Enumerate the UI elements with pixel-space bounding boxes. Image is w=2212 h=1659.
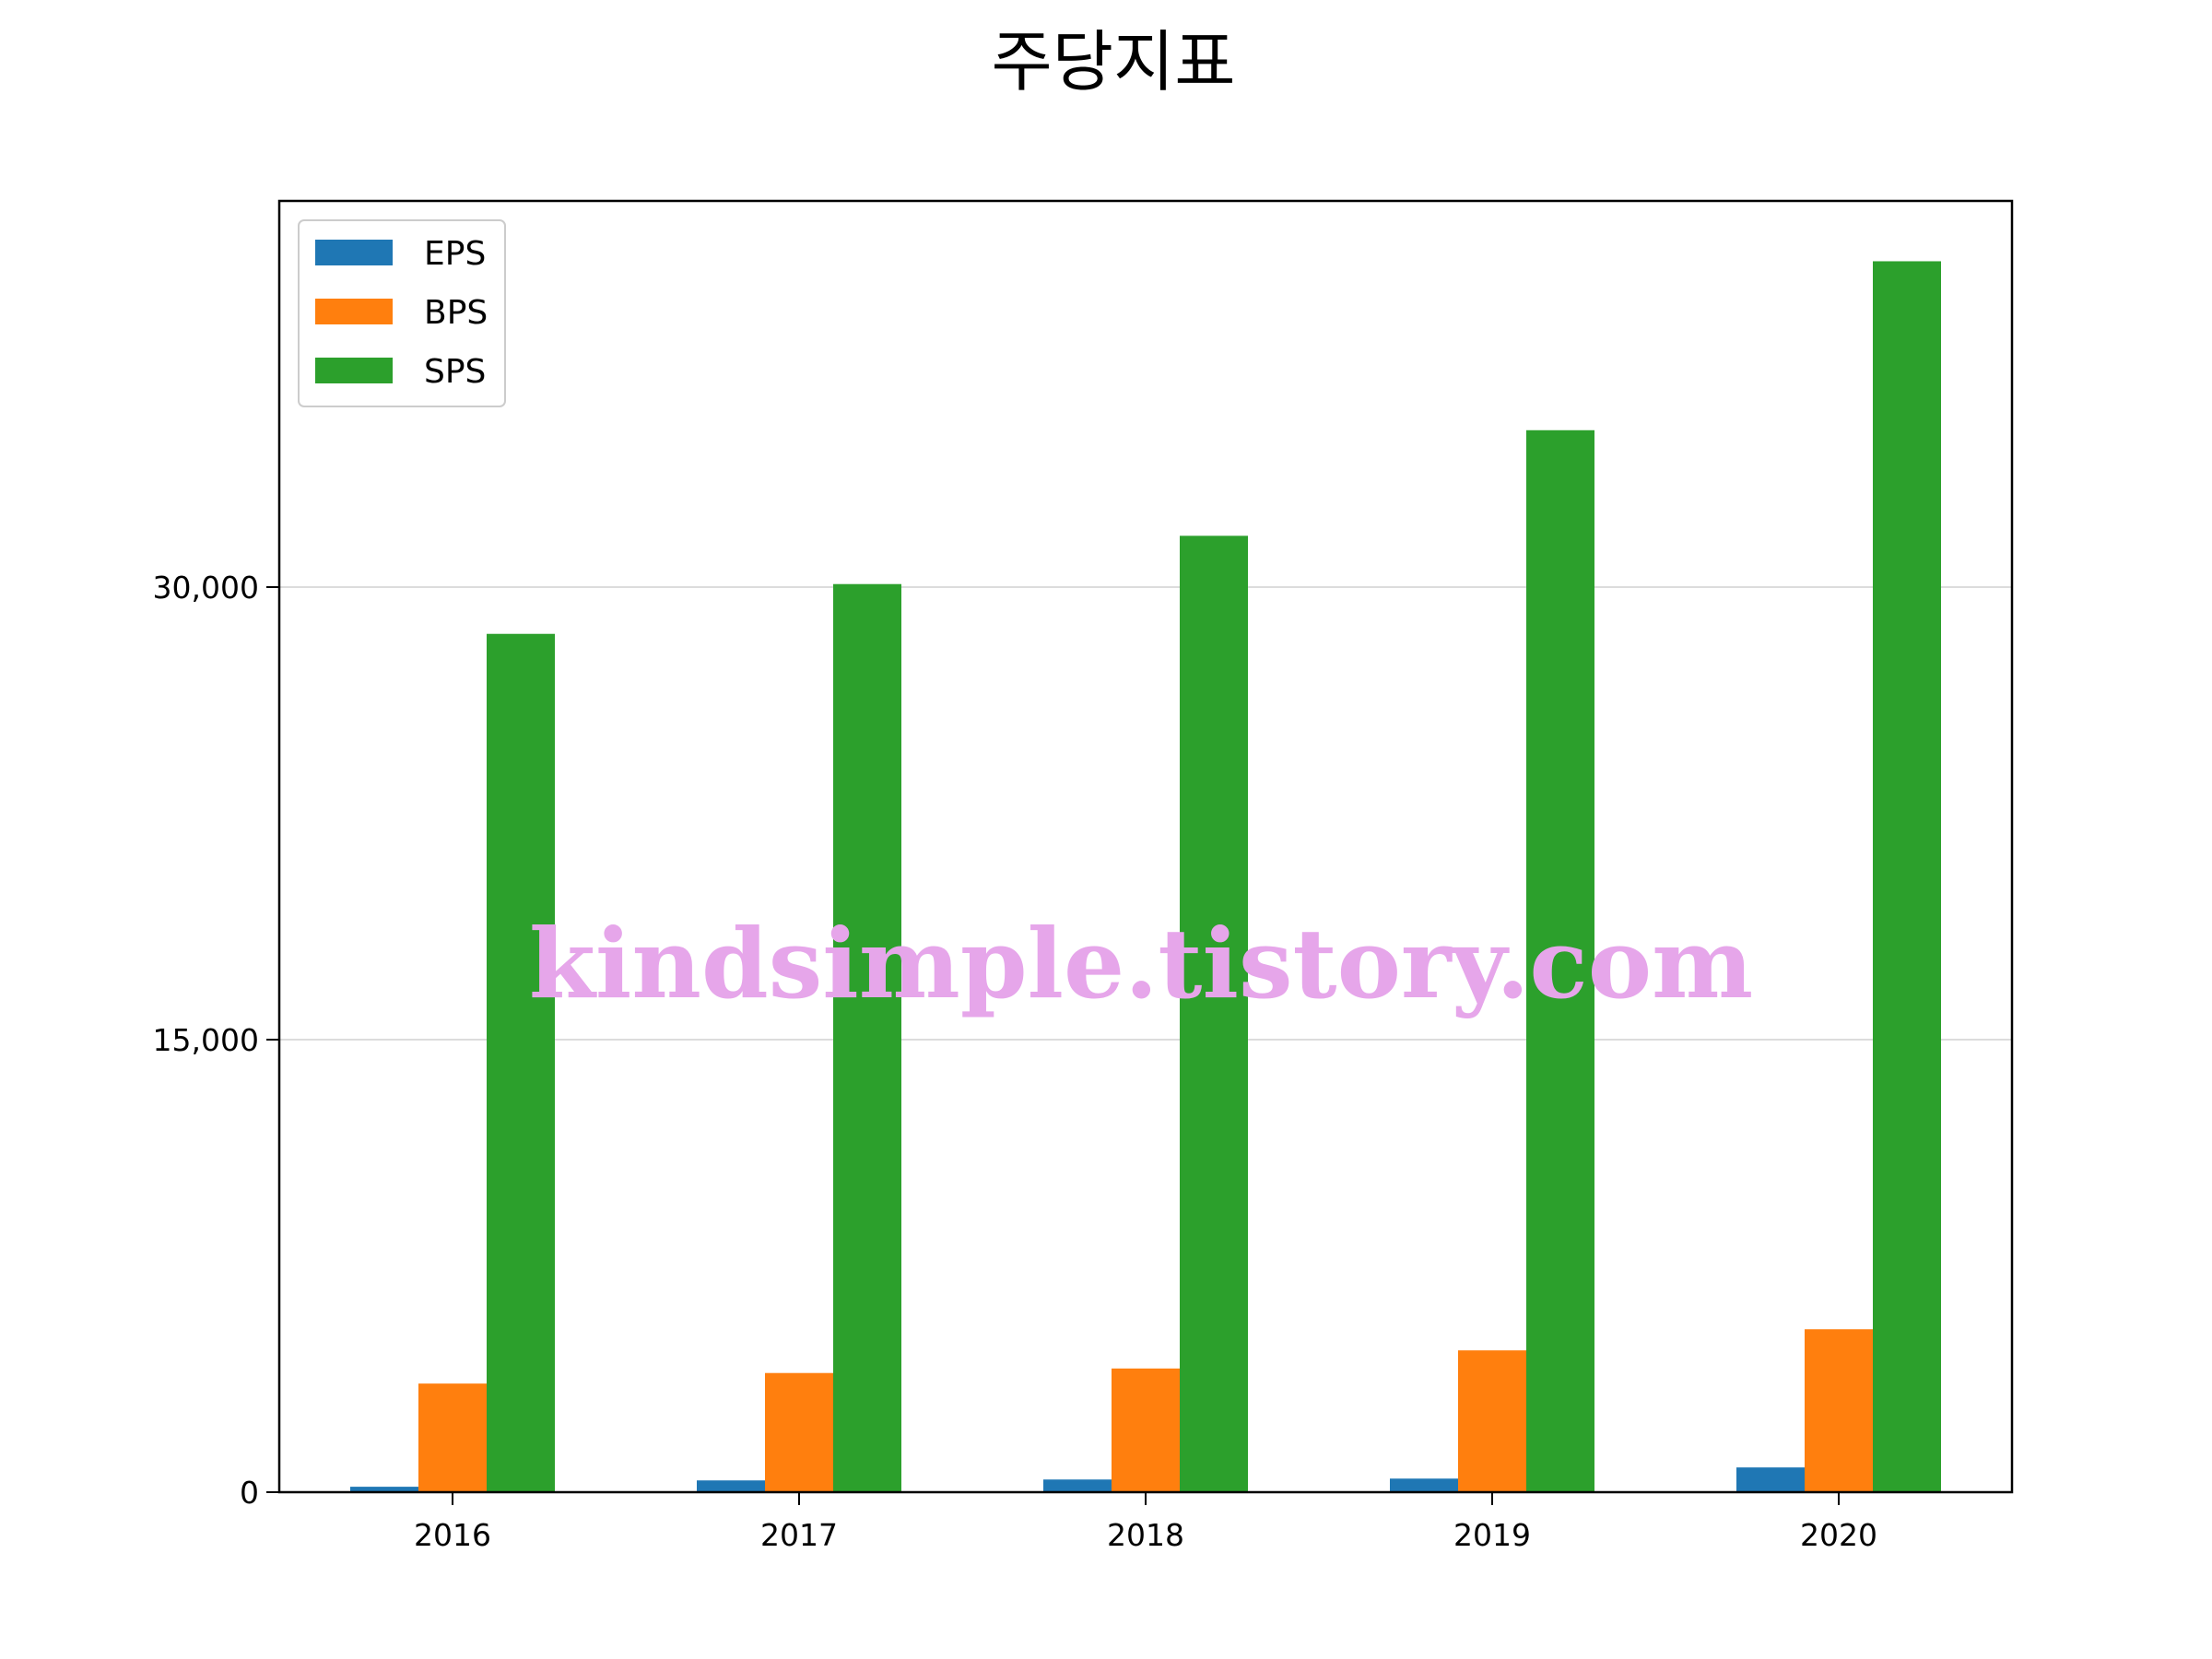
bar-eps-2016: [350, 1487, 418, 1492]
bar-sps-2018: [1180, 535, 1248, 1492]
legend-swatch-bps: [315, 299, 393, 324]
bar-eps-2017: [697, 1480, 765, 1492]
bar-bps-2018: [1112, 1368, 1180, 1492]
x-tick-label: 2016: [414, 1517, 491, 1553]
y-tick-label: 0: [240, 1475, 259, 1511]
bar-sps-2016: [487, 633, 555, 1492]
x-tick-label: 2020: [1800, 1517, 1877, 1553]
chart-title: 주당지표: [992, 23, 1236, 100]
x-axis: 2016 2017 2018 2019 2020: [414, 1492, 1877, 1553]
x-tick-label: 2018: [1107, 1517, 1184, 1553]
legend-label-bps: BPS: [424, 294, 488, 332]
bar-sps-2020: [1873, 261, 1941, 1492]
legend-swatch-sps: [315, 358, 393, 383]
legend-swatch-eps: [315, 240, 393, 265]
watermark: kindsimple.tistory.com: [529, 907, 1753, 1020]
grid: [279, 586, 2012, 1041]
legend-label-sps: SPS: [424, 353, 486, 391]
x-tick-label: 2019: [1453, 1517, 1531, 1553]
bar-bps-2019: [1458, 1350, 1526, 1492]
bar-bps-2017: [765, 1372, 833, 1492]
bar-eps-2019: [1390, 1478, 1458, 1492]
bar-sps-2017: [833, 583, 901, 1492]
bar-eps-2020: [1736, 1467, 1805, 1492]
bar-bps-2016: [418, 1383, 487, 1492]
y-tick-label: 15,000: [153, 1022, 259, 1058]
legend: EPS BPS SPS: [298, 219, 506, 407]
x-tick-label: 2017: [760, 1517, 838, 1553]
bar-eps-2018: [1043, 1479, 1112, 1492]
y-axis: 0 15,000 30,000: [153, 570, 279, 1511]
y-tick-label: 30,000: [153, 570, 259, 606]
bars: [350, 261, 1941, 1493]
bar-sps-2019: [1526, 429, 1594, 1493]
bar-bps-2020: [1805, 1329, 1873, 1492]
legend-label-eps: EPS: [424, 235, 486, 273]
